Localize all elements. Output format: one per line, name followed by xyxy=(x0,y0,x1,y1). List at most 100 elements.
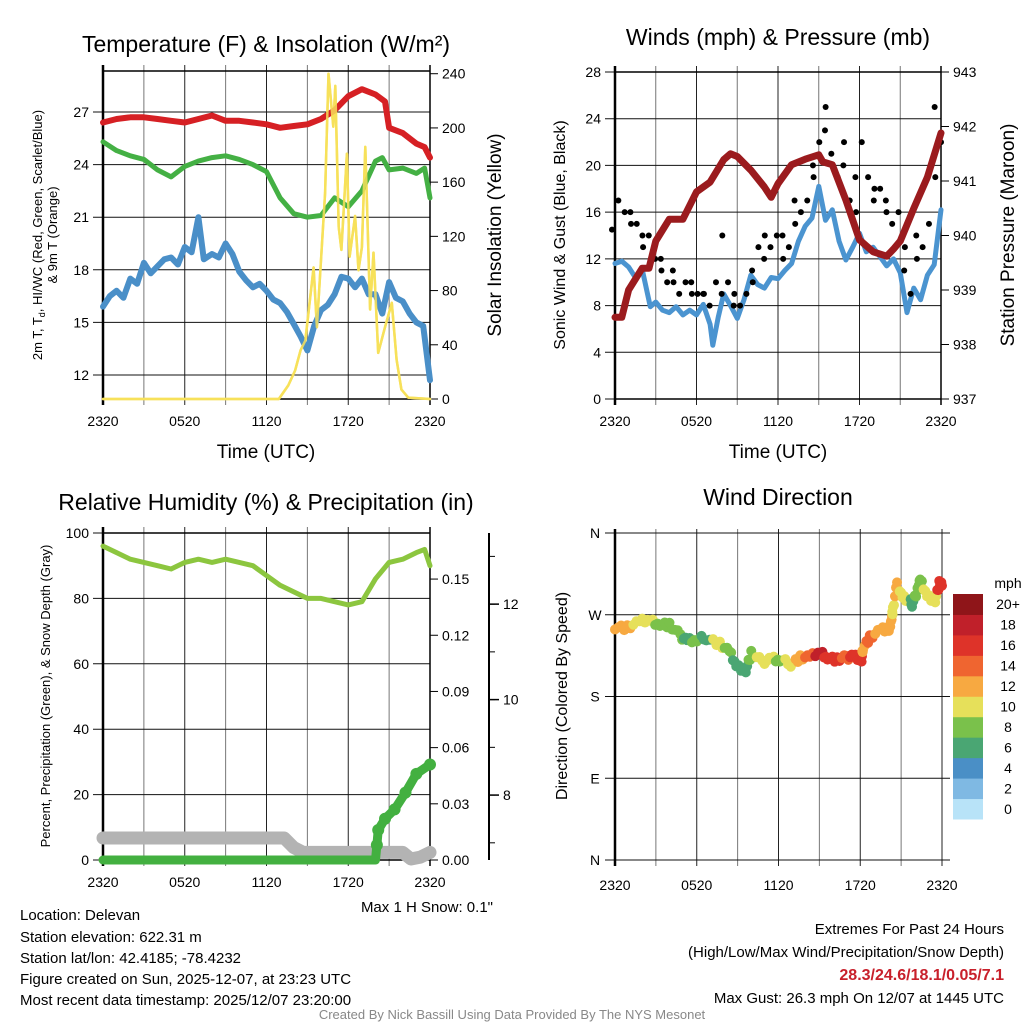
wind-direction-point xyxy=(916,576,927,587)
gust-point xyxy=(718,290,725,297)
gust-point xyxy=(669,267,676,274)
gust-point xyxy=(628,220,635,227)
gust-point xyxy=(737,302,744,309)
precipitation-point xyxy=(424,758,436,771)
y-tick-label: 12 xyxy=(585,251,601,267)
gust-point xyxy=(797,209,804,216)
y-tick-label: 0 xyxy=(81,852,89,868)
x-tick-label: 2320 xyxy=(599,413,630,429)
gust-point xyxy=(853,209,860,216)
x-tick-label: 2320 xyxy=(599,877,630,893)
gust-point xyxy=(761,255,768,262)
colorbar-swatch xyxy=(953,778,983,800)
right-tick-label: 0.12 xyxy=(442,627,469,643)
colorbar-label: 18 xyxy=(1000,617,1016,633)
humidity-y-axis-label: Percent, Precipitation (Green), & Snow D… xyxy=(38,545,53,848)
gust-point xyxy=(858,139,865,146)
x-tick-label: 1720 xyxy=(333,874,364,890)
right-tick-label: 200 xyxy=(442,120,466,136)
snow-depth-line xyxy=(96,831,437,866)
gust-point xyxy=(767,244,774,251)
gust-point xyxy=(865,174,872,181)
pressure-y-axis-label: Station Pressure (Maroon) xyxy=(998,124,1019,347)
right-tick-label: 0.09 xyxy=(442,683,469,699)
ylabel-part: & 9m T (Orange) xyxy=(45,186,60,283)
right-tick-label: 0.15 xyxy=(442,571,469,587)
colorbar-title: mph xyxy=(994,575,1021,591)
gust-point xyxy=(925,220,932,227)
right-tick-label: 160 xyxy=(442,174,466,190)
precipitation-point xyxy=(399,786,412,799)
gust-point xyxy=(871,185,878,192)
gust-point xyxy=(901,244,908,251)
gust-point xyxy=(804,197,811,204)
precipitation-point xyxy=(410,767,423,780)
gust-point xyxy=(615,197,622,204)
gust-point xyxy=(755,244,762,251)
colorbar-label: 0 xyxy=(1004,801,1012,817)
gust-point xyxy=(889,220,896,227)
y-tick-label: 28 xyxy=(585,64,601,80)
humidity-chart-title: Relative Humidity (%) & Precipitation (i… xyxy=(58,489,473,515)
snow-tick-label: 10 xyxy=(503,692,519,708)
gust-point xyxy=(730,302,737,309)
gust-point xyxy=(882,197,889,204)
gust-point xyxy=(816,139,823,146)
direction-tick-label: N xyxy=(590,525,600,541)
gust-point xyxy=(706,302,713,309)
gust-point xyxy=(743,290,750,297)
y-tick-label: 60 xyxy=(73,656,89,672)
gust-point xyxy=(627,209,634,216)
x-tick-label: 1720 xyxy=(844,413,875,429)
gust-point xyxy=(840,162,847,169)
x-tick-label: 1720 xyxy=(333,413,364,429)
gust-point xyxy=(791,197,798,204)
gust-point xyxy=(773,232,780,239)
y-tick-label: 100 xyxy=(66,525,90,541)
svg-text:2m T, Td, HI/WC (Red, Green, S: 2m T, Td, HI/WC (Red, Green, Scarlet/Blu… xyxy=(30,110,47,360)
gust-point xyxy=(895,209,902,216)
y-tick-label: 15 xyxy=(73,314,89,330)
right-tick-label: 80 xyxy=(442,283,458,299)
right-tick-label: 240 xyxy=(442,66,466,82)
gust-point xyxy=(725,279,732,286)
wind-direction-point xyxy=(726,647,737,658)
insolation-y-axis-label: Solar Insolation (Yellow) xyxy=(485,133,506,336)
winds-x-axis-label: Time (UTC) xyxy=(729,442,828,463)
gust-point xyxy=(749,267,756,274)
x-tick-label: 0520 xyxy=(681,413,712,429)
direction-tick-label: W xyxy=(588,607,602,623)
x-tick-label: 2320 xyxy=(87,874,118,890)
precipitation-point xyxy=(372,824,385,837)
right-tick-label: 0.03 xyxy=(442,796,469,812)
direction-tick-label: S xyxy=(590,689,599,705)
colorbar-swatch xyxy=(953,614,983,636)
x-tick-label: 1120 xyxy=(763,413,793,429)
x-tick-label: 1120 xyxy=(251,413,281,429)
ylabel-subscript: d xyxy=(37,312,47,317)
y-tick-label: 12 xyxy=(73,367,89,383)
precipitation-point xyxy=(370,839,383,852)
figure-created-text: Figure created on Sun, 2025-12-07, at 23… xyxy=(20,971,351,988)
gust-point xyxy=(870,197,877,204)
colorbar-swatch xyxy=(953,737,983,759)
wind-direction-chart-title: Wind Direction xyxy=(703,484,853,510)
precipitation-point xyxy=(379,812,392,825)
wind-direction-point xyxy=(888,600,899,611)
gust-point xyxy=(657,255,664,262)
gust-point xyxy=(645,232,652,239)
colorbar-label: 20+ xyxy=(996,596,1020,612)
right-tick-label: 943 xyxy=(953,64,977,80)
direction-tick-label: E xyxy=(590,770,599,786)
gust-point xyxy=(822,104,829,111)
y-tick-label: 80 xyxy=(73,590,89,606)
gust-point xyxy=(919,244,926,251)
x-tick-label: 2320 xyxy=(926,877,957,893)
right-tick-label: 938 xyxy=(953,337,977,353)
gust-point xyxy=(664,279,671,286)
extremes-values: 28.3/24.6/18.1/0.05/7.1 xyxy=(839,967,1004,984)
gust-point xyxy=(694,290,701,297)
right-tick-label: 120 xyxy=(442,228,466,244)
location-text: Location: Delevan xyxy=(20,907,140,924)
